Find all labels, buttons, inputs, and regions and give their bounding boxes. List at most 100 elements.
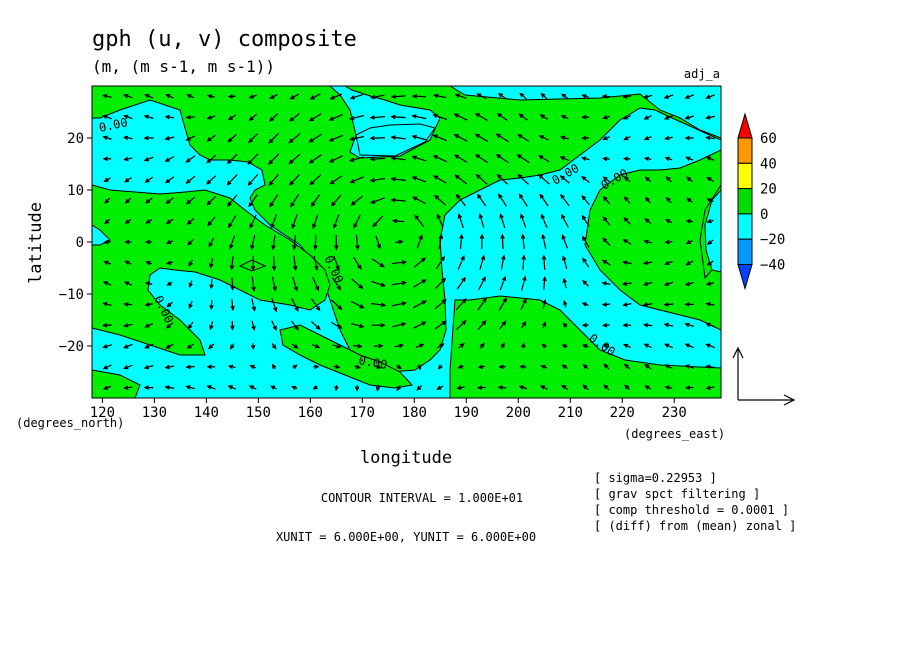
wind-vector-head — [268, 159, 274, 165]
wind-vector — [434, 278, 446, 290]
wind-vector — [271, 320, 277, 330]
wind-vector — [350, 300, 364, 309]
wind-vector-head — [642, 260, 649, 266]
wind-vector — [433, 134, 447, 142]
colorbar-segment — [737, 238, 753, 265]
wind-vector-head — [645, 196, 650, 202]
wind-vector — [434, 299, 447, 310]
wind-vector-head — [705, 135, 711, 141]
colorbar-label: 60 — [760, 131, 777, 147]
wind-vector-head — [144, 178, 150, 183]
wind-vector — [165, 155, 175, 162]
wind-vector — [124, 94, 133, 99]
wind-vector-head — [684, 94, 690, 99]
wind-vector-head — [518, 193, 524, 199]
wind-vector-head — [441, 277, 447, 283]
wind-vector — [391, 261, 406, 265]
wind-vector — [310, 298, 321, 311]
wind-vector-head — [248, 94, 254, 99]
wind-vector-head — [664, 239, 670, 245]
wind-vector — [293, 234, 296, 250]
wind-vector-head — [310, 202, 316, 208]
wind-vector-head — [706, 176, 712, 182]
wind-vector — [522, 234, 525, 250]
wind-vector-head — [288, 138, 294, 144]
wind-vector-head — [540, 364, 546, 370]
wind-vector — [706, 323, 715, 328]
wind-vector-head — [390, 114, 396, 120]
wind-vector — [330, 321, 342, 329]
wind-vector-head — [185, 199, 191, 205]
wind-vector — [272, 255, 275, 270]
x-axis-ticks: 120 130 140 150 160 170 180 190 200 210 220 230 — [90, 398, 687, 421]
wind-vector-head — [581, 214, 587, 221]
wind-vector-head — [166, 281, 172, 286]
wind-vector-head — [207, 344, 214, 350]
wind-vector-head — [165, 94, 171, 99]
wind-vector-head — [501, 320, 507, 326]
wind-vector — [499, 321, 507, 330]
colorbar-label: −20 — [760, 232, 785, 248]
wind-vector — [581, 176, 590, 183]
wind-vector — [664, 94, 674, 99]
wind-vector-head — [521, 254, 527, 260]
wind-vector-head — [269, 202, 274, 208]
wind-vector — [560, 175, 570, 184]
wind-vector-head — [561, 213, 566, 220]
wind-vector-head — [185, 158, 191, 163]
wind-vector-head — [206, 385, 212, 390]
wind-vector-head — [461, 319, 467, 325]
wind-vector-head — [335, 364, 341, 369]
wind-vector-head — [459, 342, 465, 348]
wind-vector — [500, 255, 505, 270]
wind-vector-head — [453, 134, 459, 139]
wind-vector-head — [186, 94, 192, 99]
wind-vector-head — [123, 302, 129, 307]
wind-vector-head — [561, 384, 567, 390]
wind-vector-head — [401, 260, 408, 265]
wind-vector — [103, 344, 112, 348]
wind-vector — [539, 135, 549, 141]
wind-vector-head — [623, 135, 629, 141]
wind-vector-head — [314, 265, 319, 271]
wind-vector-head — [601, 302, 608, 307]
wind-vector-head — [541, 254, 547, 260]
wind-vector-head — [315, 325, 321, 330]
wind-vector-head — [271, 265, 277, 272]
negative-region-north — [355, 123, 436, 157]
wind-vector-head — [522, 275, 527, 281]
wind-vector-head — [454, 93, 460, 98]
wind-vector — [582, 236, 590, 248]
wind-vector-head — [391, 218, 398, 224]
wind-vector — [685, 343, 695, 349]
wind-vector — [498, 93, 507, 100]
wind-vector-head — [144, 94, 150, 99]
wind-vector-head — [474, 154, 481, 159]
wind-vector-head — [602, 135, 608, 141]
wind-vector-head — [247, 159, 253, 165]
reference-vector — [732, 346, 796, 406]
wind-vector-head — [663, 94, 669, 99]
wind-vector — [459, 234, 463, 250]
wind-vector — [413, 321, 426, 329]
wind-vector-head — [353, 223, 358, 229]
wind-vector-head — [206, 115, 212, 120]
wind-vector-head — [185, 364, 191, 370]
wind-vector-head — [315, 306, 321, 312]
wind-vector-head — [500, 233, 505, 239]
wind-vector-head — [294, 325, 299, 331]
wind-vector — [249, 113, 258, 121]
wind-vector-head — [436, 213, 441, 219]
wind-vector — [144, 343, 154, 349]
wind-vector-head — [495, 154, 501, 159]
wind-vector-head — [369, 156, 375, 162]
wind-vector-head — [102, 93, 108, 99]
wind-vector-head — [642, 281, 649, 287]
wind-vector-head — [349, 95, 356, 100]
wind-vector-head — [185, 385, 191, 390]
y-tick-label: 0 — [76, 235, 84, 251]
wind-vector — [269, 113, 279, 122]
wind-vector-head — [684, 115, 690, 120]
wind-vector — [477, 194, 487, 207]
wind-vector-head — [684, 322, 690, 328]
